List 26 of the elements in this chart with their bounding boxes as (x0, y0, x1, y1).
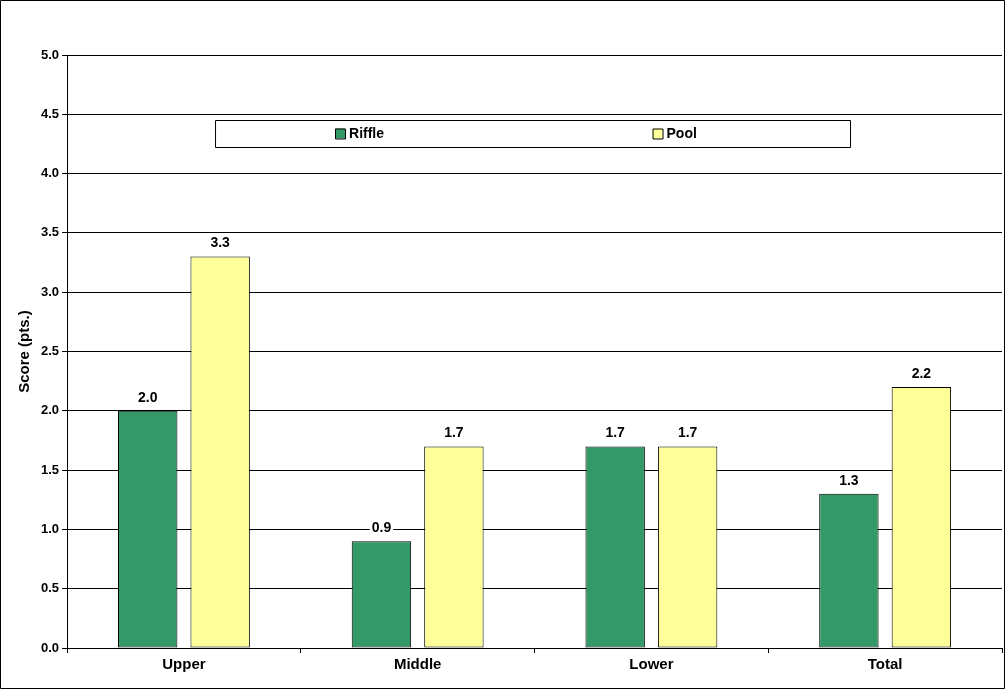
data-label: 2.2 (911, 364, 932, 381)
data-label: 1.7 (444, 424, 464, 441)
data-label: 2.0 (137, 388, 158, 405)
y-tick-label: 1.0 (40, 520, 60, 536)
y-tick-label: 3.5 (40, 224, 60, 240)
legend-label: Pool (666, 125, 697, 142)
x-tick-label: Total (867, 655, 903, 673)
data-label: 1.7 (605, 424, 626, 441)
data-label: 1.3 (839, 471, 859, 488)
y-tick-label: 0.5 (40, 580, 60, 596)
x-tick-label: Lower (629, 655, 674, 673)
x-tick-label: Upper (162, 655, 206, 673)
y-tick-label: 2.5 (40, 343, 60, 359)
y-axis-title: Score (pts.) (15, 310, 33, 393)
y-tick-label: 5.0 (40, 46, 60, 62)
data-label: 3.3 (210, 234, 231, 251)
y-tick-label: 0.0 (40, 639, 60, 655)
y-tick-label: 4.5 (40, 105, 60, 121)
data-label: 1.7 (677, 424, 698, 441)
legend-label: Riffle (349, 125, 385, 142)
y-tick-label: 1.5 (40, 461, 60, 477)
x-tick-label: Middle (393, 655, 442, 673)
y-tick-label: 2.0 (40, 402, 60, 418)
y-tick-label: 3.0 (40, 283, 60, 299)
data-label: 0.9 (371, 519, 392, 536)
y-tick-label: 4.0 (40, 165, 60, 181)
